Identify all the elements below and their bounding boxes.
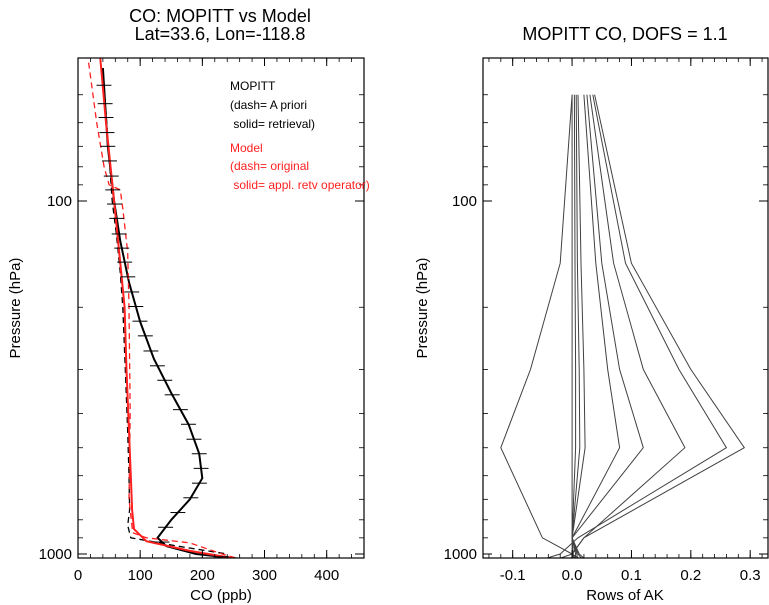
ak-row-line xyxy=(571,94,746,558)
plot-area-right xyxy=(500,94,746,558)
panel-averaging-kernels: MOPITT CO, DOFS = 1.1 -0.1 0.0 0.1 0.2 0.3 1… xyxy=(414,24,769,604)
plot-frame-right xyxy=(482,57,769,559)
plot-frame-left xyxy=(77,57,365,559)
legend-mopitt-solid: solid= retrieval) xyxy=(230,117,315,131)
ak-row-line xyxy=(559,94,573,558)
legend-model-solid: solid= appl. retv operator) xyxy=(230,178,370,192)
x-tick-label: -0.1 xyxy=(500,567,526,584)
y-tick-label: 1000 xyxy=(39,546,72,563)
legend-mopitt-dash: (dash= A priori xyxy=(230,98,307,112)
ak-row-line xyxy=(571,94,581,558)
x-tick-label: 100 xyxy=(128,567,153,584)
y-ticks-right: 100 1000 xyxy=(444,94,768,563)
x-tick-label: 0.1 xyxy=(621,567,642,584)
ak-row-line xyxy=(571,94,586,558)
x-tick-label: 300 xyxy=(252,567,277,584)
series-line-mopitt-apriori xyxy=(102,67,228,555)
plot-area-left xyxy=(87,58,242,558)
y-tick-label: 100 xyxy=(452,193,477,210)
chart-title: CO: MOPITT vs Model xyxy=(129,6,311,26)
x-ticks-right: -0.1 0.0 0.1 0.2 0.3 xyxy=(488,58,763,584)
legend-model-dash: (dash= original xyxy=(230,159,309,173)
series-line-model-retv-operator xyxy=(99,58,239,558)
legend-model-title: Model xyxy=(230,141,263,155)
x-axis-label: CO (ppb) xyxy=(190,587,252,604)
series-line-model-original xyxy=(87,58,239,558)
y-tick-label: 1000 xyxy=(444,546,477,563)
x-tick-label: 0.0 xyxy=(562,567,583,584)
ak-row-line xyxy=(571,94,644,558)
legend: MOPITT (dash= A priori solid= retrieval)… xyxy=(230,79,370,192)
ak-row-line xyxy=(570,94,577,558)
x-ticks-left: 0 100 200 300 400 xyxy=(74,58,365,584)
x-tick-label: 0 xyxy=(74,567,82,584)
ak-row-line xyxy=(571,94,621,558)
y-axis-label-right: Pressure (hPa) xyxy=(414,258,431,359)
x-tick-label: 400 xyxy=(314,567,339,584)
x-tick-label: 200 xyxy=(190,567,215,584)
chart-subtitle: Lat=33.6, Lon=-118.8 xyxy=(135,24,306,44)
x-axis-label-right: Rows of AK xyxy=(586,587,664,604)
ak-row-line xyxy=(500,94,575,558)
y-tick-label: 100 xyxy=(47,193,72,210)
ak-row-line xyxy=(545,94,728,558)
x-tick-label: 0.2 xyxy=(680,567,701,584)
y-ticks-left: 100 1000 xyxy=(39,94,364,563)
panel-co-profile: CO: MOPITT vs Model Lat=33.6, Lon=-118.8… xyxy=(7,6,370,604)
y-axis-label: Pressure (hPa) xyxy=(7,258,24,359)
chart-title-right: MOPITT CO, DOFS = 1.1 xyxy=(522,24,727,44)
legend-mopitt-title: MOPITT xyxy=(230,79,276,93)
x-tick-label: 0.3 xyxy=(740,567,761,584)
